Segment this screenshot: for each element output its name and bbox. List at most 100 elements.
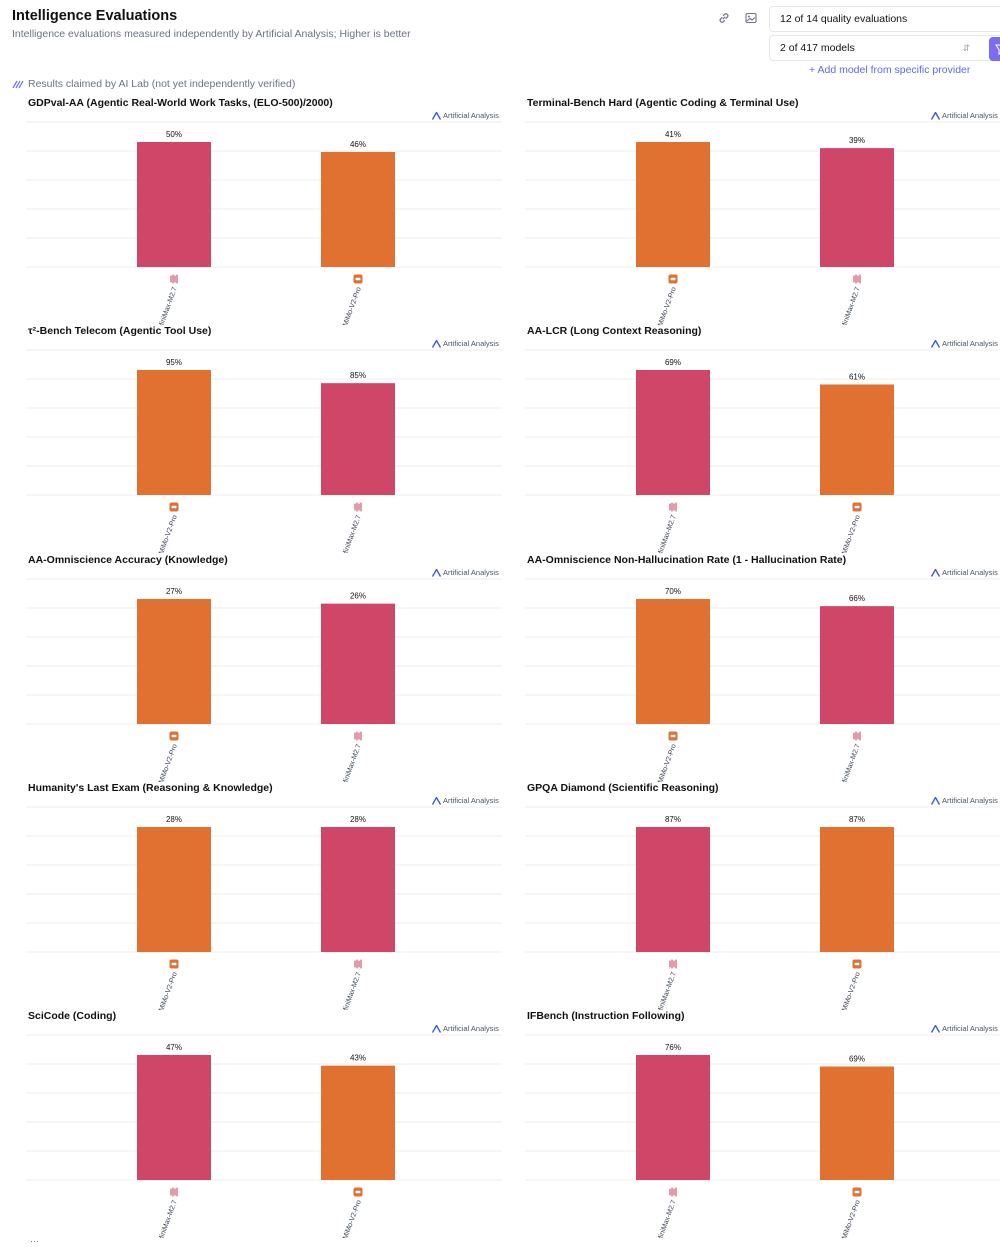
chart-terminal-bench-hard-agentic-coding-terminal-use: Terminal-Bench Hard (Agentic Coding & Te… — [511, 97, 1000, 325]
bar-plot: 50% MiniMax-M2.7 46% MiMo-V2-Pro — [26, 121, 502, 325]
watermark-text: Artificial Analysis — [942, 339, 998, 348]
artificial-analysis-logo-icon — [931, 1024, 940, 1033]
mimo-icon — [668, 731, 678, 741]
mimo-icon — [169, 959, 179, 969]
data-label: 95% — [166, 358, 182, 367]
watermark-text: Artificial Analysis — [942, 568, 998, 577]
claim-note: Results claimed by AI Lab (not yet indep… — [12, 78, 295, 90]
artificial-analysis-logo-icon — [432, 111, 441, 120]
bar-mimo-v2-pro — [321, 1065, 395, 1180]
add-model-link[interactable]: + Add model from specific provider — [809, 64, 971, 76]
chart-title: GPQA Diamond (Scientific Reasoning) — [527, 782, 719, 794]
category-label: MiniMax-M2.7 — [341, 743, 363, 782]
bar-minimax-m2-7 — [137, 1055, 211, 1180]
chart-aa-omniscience-accuracy-knowledge: AA-Omniscience Accuracy (Knowledge) Artif… — [12, 554, 502, 782]
filter-button[interactable] — [989, 37, 1000, 61]
bar-plot: 28% MiMo-V2-Pro 28% MiniMax-M2.7 — [26, 806, 502, 1010]
minimax-icon — [853, 274, 861, 284]
category-label: MiniMax-M2.7 — [656, 514, 678, 553]
data-label: 27% — [166, 587, 182, 596]
category-label: MiMo-V2-Pro — [841, 971, 862, 1010]
chart-title: SciCode (Coding) — [28, 1010, 117, 1022]
category-label: MiMo-V2-Pro — [841, 514, 862, 553]
bar-mimo-v2-pro — [820, 827, 894, 952]
artificial-analysis-watermark: Artificial Analysis — [432, 568, 499, 577]
bar-mimo-v2-pro — [137, 370, 211, 495]
artificial-analysis-watermark: Artificial Analysis — [432, 1024, 499, 1033]
category-label: MiMo-V2-Pro — [158, 971, 179, 1010]
data-label: 26% — [350, 592, 366, 601]
data-label: 87% — [665, 815, 681, 824]
chart-bench-telecom-agentic-tool-use: τ²-Bench Telecom (Agentic Tool Use) Artif… — [12, 325, 502, 553]
data-label: 69% — [849, 1055, 865, 1064]
minimax-icon — [170, 274, 178, 284]
artificial-analysis-logo-icon — [432, 796, 441, 805]
category-label: MiniMax-M2.7 — [656, 1199, 678, 1238]
mimo-icon — [353, 1187, 363, 1197]
data-label: 41% — [665, 130, 681, 139]
bar-plot: 27% MiMo-V2-Pro 26% MiniMax-M2.7 — [26, 578, 502, 782]
chart-humanity-s-last-exam-reasoning-knowledge: Humanity's Last Exam (Reasoning & Knowle… — [12, 782, 502, 1010]
category-label: MiniMax-M2.7 — [341, 514, 363, 553]
bar-minimax-m2-7 — [636, 1055, 710, 1180]
category-label: MiniMax-M2.7 — [157, 1199, 179, 1238]
data-label: 70% — [665, 587, 681, 596]
artificial-analysis-watermark: Artificial Analysis — [931, 339, 998, 348]
data-label: 28% — [166, 815, 182, 824]
bar-minimax-m2-7 — [820, 148, 894, 267]
cut-off-text-fragment: ⋯ — [30, 1236, 39, 1246]
image-icon[interactable] — [744, 11, 758, 25]
mimo-icon-mark — [171, 505, 177, 509]
category-label: MiniMax-M2.7 — [840, 286, 862, 325]
mimo-icon-mark — [854, 505, 860, 509]
minimax-icon — [170, 1187, 178, 1197]
category-label: MiMo-V2-Pro — [342, 1199, 363, 1238]
chart-title: IFBench (Instruction Following) — [527, 1010, 685, 1022]
data-label: 61% — [849, 372, 865, 381]
data-label: 85% — [350, 371, 366, 380]
bar-plot: 76% MiniMax-M2.7 69% MiMo-V2-Pro — [525, 1034, 1000, 1238]
chart-title: Terminal-Bench Hard (Agentic Coding & Te… — [527, 97, 799, 109]
watermark-text: Artificial Analysis — [443, 796, 499, 805]
artificial-analysis-logo-icon — [931, 796, 940, 805]
chart-gpqa-diamond-scientific-reasoning: GPQA Diamond (Scientific Reasoning) Artif… — [511, 782, 1000, 1010]
bar-plot: 47% MiniMax-M2.7 43% MiMo-V2-Pro — [26, 1034, 502, 1238]
bar-mimo-v2-pro — [321, 152, 395, 267]
category-label: MiMo-V2-Pro — [342, 286, 363, 325]
hatch-icon — [12, 80, 24, 89]
bar-minimax-m2-7 — [636, 370, 710, 495]
mimo-icon-mark — [670, 734, 676, 738]
mimo-icon — [852, 1187, 862, 1197]
evaluations-select[interactable]: 12 of 14 quality evaluations — [769, 6, 1000, 32]
category-label: MiMo-V2-Pro — [841, 1199, 862, 1238]
chart-aa-lcr-long-context-reasoning: AA-LCR (Long Context Reasoning) Artificia… — [511, 325, 1000, 553]
filter-icon — [994, 44, 1000, 55]
evaluations-select-value: 12 of 14 quality evaluations — [780, 13, 908, 25]
data-label: 39% — [849, 136, 865, 145]
models-select[interactable]: 2 of 417 models ⇵ — [769, 35, 1000, 61]
bar-minimax-m2-7 — [321, 383, 395, 495]
minimax-icon — [853, 731, 861, 741]
mimo-icon-mark — [670, 277, 676, 281]
link-icon[interactable] — [717, 11, 731, 25]
mimo-icon-mark — [854, 1190, 860, 1194]
minimax-icon — [669, 502, 677, 512]
category-label: MiniMax-M2.7 — [157, 286, 179, 325]
mimo-icon — [353, 274, 363, 284]
artificial-analysis-watermark: Artificial Analysis — [432, 339, 499, 348]
bar-minimax-m2-7 — [137, 142, 211, 267]
minimax-icon — [669, 1187, 677, 1197]
watermark-text: Artificial Analysis — [443, 111, 499, 120]
mimo-icon-mark — [171, 962, 177, 966]
data-label: 47% — [166, 1043, 182, 1052]
artificial-analysis-watermark: Artificial Analysis — [432, 796, 499, 805]
data-label: 66% — [849, 594, 865, 603]
bar-minimax-m2-7 — [321, 603, 395, 724]
chart-aa-omniscience-non-hallucination-rate-1-hallucination-rate: AA-Omniscience Non-Hallucination Rate (1… — [511, 554, 1000, 782]
mimo-icon-mark — [171, 734, 177, 738]
data-label: 28% — [350, 815, 366, 824]
page-subtitle: Intelligence evaluations measured indepe… — [12, 28, 411, 40]
minimax-icon — [354, 731, 362, 741]
mimo-icon — [852, 502, 862, 512]
bar-minimax-m2-7 — [636, 827, 710, 952]
